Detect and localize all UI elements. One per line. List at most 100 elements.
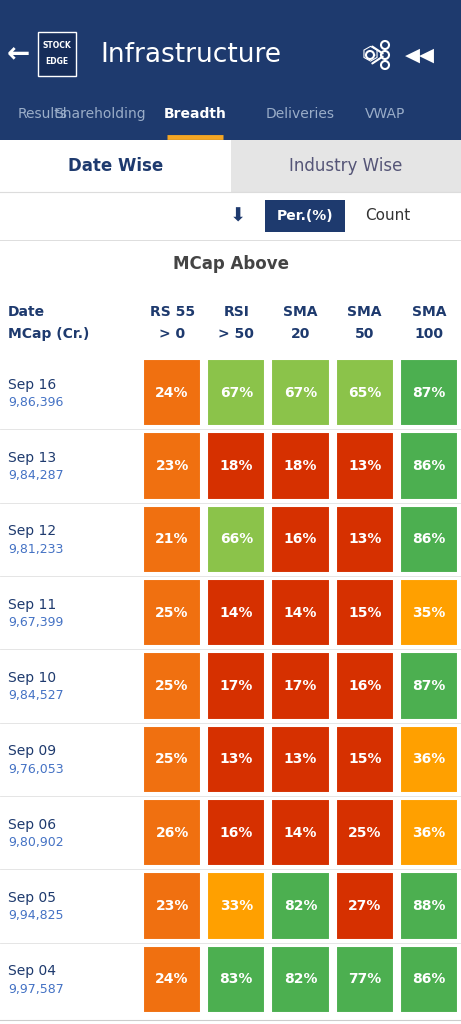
Text: 86%: 86%: [412, 459, 446, 473]
Text: 9,81,233: 9,81,233: [8, 543, 63, 556]
Text: > 50: > 50: [219, 327, 254, 341]
Text: 16%: 16%: [284, 532, 317, 547]
Bar: [272, 359, 330, 426]
Bar: [336, 506, 394, 573]
Bar: [38, 32, 76, 76]
Text: MCap Above: MCap Above: [172, 255, 289, 273]
Bar: [272, 579, 330, 646]
Text: 27%: 27%: [348, 899, 381, 913]
Bar: [0, 140, 230, 193]
Text: Date: Date: [8, 305, 45, 319]
Bar: [0, 240, 461, 288]
Text: Sep 16: Sep 16: [8, 378, 56, 391]
Text: 26%: 26%: [155, 825, 189, 840]
Text: Shareholding: Shareholding: [54, 106, 146, 121]
Text: 13%: 13%: [348, 459, 381, 473]
Text: 13%: 13%: [348, 532, 381, 547]
Text: 15%: 15%: [348, 605, 381, 620]
Text: 9,80,902: 9,80,902: [8, 837, 64, 849]
Bar: [207, 799, 266, 866]
Text: 67%: 67%: [284, 386, 317, 399]
Bar: [265, 200, 345, 232]
Text: 25%: 25%: [155, 679, 189, 693]
Bar: [143, 506, 201, 573]
Bar: [207, 359, 266, 426]
Text: Sep 09: Sep 09: [8, 744, 56, 759]
Text: 9,84,287: 9,84,287: [8, 469, 64, 482]
Bar: [336, 432, 394, 500]
Text: 86%: 86%: [412, 532, 446, 547]
Text: 82%: 82%: [284, 973, 317, 986]
Text: STOCK: STOCK: [42, 42, 71, 50]
Text: Breadth: Breadth: [164, 106, 226, 121]
Text: 65%: 65%: [348, 386, 381, 399]
Text: 67%: 67%: [220, 386, 253, 399]
Text: SMA: SMA: [283, 305, 318, 319]
Text: 50: 50: [355, 327, 374, 341]
Text: 100: 100: [414, 327, 443, 341]
Text: 66%: 66%: [220, 532, 253, 547]
Text: 87%: 87%: [412, 679, 446, 693]
Bar: [400, 946, 458, 1013]
Text: Per.(%): Per.(%): [277, 209, 333, 223]
Bar: [0, 288, 461, 356]
Text: 14%: 14%: [284, 825, 317, 840]
Bar: [336, 726, 394, 793]
Text: 88%: 88%: [412, 899, 446, 913]
Text: Sep 06: Sep 06: [8, 818, 56, 831]
Text: Results: Results: [18, 106, 68, 121]
Text: EDGE: EDGE: [46, 57, 69, 67]
Text: 83%: 83%: [219, 973, 253, 986]
Bar: [272, 946, 330, 1013]
Text: Sep 12: Sep 12: [8, 524, 56, 539]
Text: 14%: 14%: [284, 605, 317, 620]
Text: 18%: 18%: [219, 459, 253, 473]
Text: 13%: 13%: [219, 753, 253, 766]
Text: 9,84,527: 9,84,527: [8, 689, 64, 702]
Text: 23%: 23%: [155, 459, 189, 473]
Bar: [400, 432, 458, 500]
Bar: [336, 946, 394, 1013]
Bar: [143, 359, 201, 426]
Text: 17%: 17%: [219, 679, 253, 693]
Text: Deliveries: Deliveries: [266, 106, 335, 121]
Text: Sep 10: Sep 10: [8, 671, 56, 685]
Bar: [207, 652, 266, 720]
Bar: [143, 799, 201, 866]
Bar: [143, 872, 201, 940]
Bar: [400, 872, 458, 940]
Bar: [143, 946, 201, 1013]
Text: ◀◀: ◀◀: [405, 45, 435, 65]
Text: MCap (Cr.): MCap (Cr.): [8, 327, 89, 341]
Text: Sep 11: Sep 11: [8, 598, 56, 611]
Bar: [143, 726, 201, 793]
Text: 87%: 87%: [412, 386, 446, 399]
Text: Date Wise: Date Wise: [68, 157, 163, 175]
Text: 9,97,587: 9,97,587: [8, 983, 64, 995]
Bar: [143, 432, 201, 500]
Bar: [272, 799, 330, 866]
Bar: [400, 359, 458, 426]
Text: RSI: RSI: [224, 305, 249, 319]
Text: 24%: 24%: [155, 386, 189, 399]
Text: Count: Count: [365, 209, 410, 223]
Text: Infrastructure: Infrastructure: [100, 42, 281, 68]
Text: 36%: 36%: [412, 825, 445, 840]
Text: 9,86,396: 9,86,396: [8, 396, 63, 410]
Text: 🔗: 🔗: [374, 54, 375, 55]
Text: 21%: 21%: [155, 532, 189, 547]
Text: 16%: 16%: [348, 679, 381, 693]
Text: 9,67,399: 9,67,399: [8, 616, 63, 629]
Bar: [0, 193, 461, 240]
Text: Sep 13: Sep 13: [8, 451, 56, 465]
Text: 15%: 15%: [348, 753, 381, 766]
Bar: [0, 0, 461, 88]
Text: 25%: 25%: [348, 825, 381, 840]
Text: 82%: 82%: [284, 899, 317, 913]
Text: 18%: 18%: [284, 459, 317, 473]
Text: 14%: 14%: [219, 605, 253, 620]
Text: 86%: 86%: [412, 973, 446, 986]
Text: Sep 04: Sep 04: [8, 965, 56, 978]
Text: ⬇: ⬇: [230, 207, 246, 225]
Text: > 0: > 0: [159, 327, 185, 341]
